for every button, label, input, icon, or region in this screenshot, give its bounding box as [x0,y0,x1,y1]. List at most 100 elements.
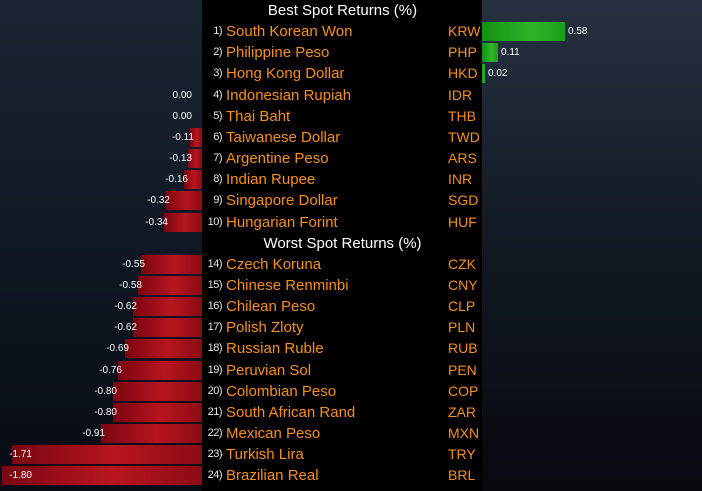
currency-code: RUB [448,340,478,356]
rank-label: 3) [213,67,222,79]
currency-row: 18) Russian Ruble RUB -0.69 [0,338,702,359]
currency-row: 17) Polish Zloty PLN -0.62 [0,317,702,338]
currency-code: CLP [448,298,476,314]
rank-label: 10) [207,216,223,228]
currency-name: Chinese Renminbi [226,277,349,294]
bar [190,128,202,147]
rank-label: 14) [207,258,223,270]
currency-name: Indonesian Rupiah [226,87,352,104]
rank-label: 15) [207,279,223,291]
value-label: 0.00 [172,111,192,122]
currency-code: COP [448,383,479,399]
bar [113,382,202,401]
rank-label: 1) [213,25,222,37]
rank-label: 4) [213,89,222,101]
bar [188,149,202,168]
rank-label: 19) [207,364,223,376]
currency-row: 9) Singapore Dollar SGD -0.32 [0,190,702,211]
currency-row: 4) Indonesian Rupiah IDR 0.00 [0,85,702,106]
value-label: -1.71 [9,449,32,460]
rank-label: 17) [207,321,223,333]
bar [141,255,202,274]
currency-name: Indian Rupee [226,171,316,188]
value-label: -0.32 [147,195,170,206]
currency-row: 15) Chinese Renminbi CNY -0.58 [0,275,702,296]
rank-label: 5) [213,110,222,122]
bar [184,170,202,189]
group-title: Worst Spot Returns (%) [263,235,422,252]
currency-name: Peruvian Sol [226,362,312,379]
currency-code: TWD [448,129,480,145]
currency-code: PHP [448,44,477,60]
currency-name: Turkish Lira [226,446,304,463]
bar [138,276,202,295]
currency-row: 23) Turkish Lira TRY -1.71 [0,444,702,465]
currency-row: 7) Argentine Peso ARS -0.13 [0,148,702,169]
currency-name: Singapore Dollar [226,192,338,209]
value-label: -0.91 [82,428,105,439]
currency-code: HKD [448,65,478,81]
bar [482,64,485,83]
value-label: -0.80 [94,407,117,418]
currency-name: South African Rand [226,404,356,421]
currency-name: Czech Koruna [226,256,322,273]
currency-row: 5) Thai Baht THB 0.00 [0,106,702,127]
currency-row: 19) Peruvian Sol PEN -0.76 [0,360,702,381]
rank-label: 7) [213,152,222,164]
currency-name: Brazilian Real [226,467,319,484]
currency-name: Polish Zloty [226,319,304,336]
value-label: -0.16 [165,174,188,185]
value-label: -0.80 [94,386,117,397]
currency-code: HUF [448,214,477,230]
currency-row: 14) Czech Koruna CZK -0.55 [0,254,702,275]
rank-label: 18) [207,342,223,354]
value-label: -0.13 [169,153,192,164]
value-label: 0.58 [568,26,588,37]
value-label: -0.76 [99,365,122,376]
bar [12,445,202,464]
currency-row: 6) Taiwanese Dollar TWD -0.11 [0,127,702,148]
bar [113,403,202,422]
currency-name: Hungarian Forint [226,214,338,231]
currency-name: Russian Ruble [226,340,324,357]
value-label: -1.80 [9,470,32,481]
bar [2,466,202,485]
currency-name: Mexican Peso [226,425,321,442]
currency-name: Philippine Peso [226,44,330,61]
group-title: Best Spot Returns (%) [267,2,418,19]
bar [133,297,202,316]
currency-code: ZAR [448,404,476,420]
bar [101,424,202,443]
rank-label: 22) [207,427,223,439]
currency-code: BRL [448,467,476,483]
rank-label: 16) [207,300,223,312]
bar [125,339,202,358]
currency-code: ARS [448,150,477,166]
bar [133,318,202,337]
value-label: 0.02 [488,68,508,79]
currency-row: 21) South African Rand ZAR -0.80 [0,402,702,423]
currency-name: Taiwanese Dollar [226,129,341,146]
currency-code: PLN [448,319,476,335]
currency-name: Hong Kong Dollar [226,65,345,82]
currency-name: Argentine Peso [226,150,329,167]
value-label: -0.34 [145,217,168,228]
rank-label: 24) [207,469,223,481]
rank-label: 8) [213,173,222,185]
currency-code: TRY [448,446,476,462]
bar [482,22,565,41]
currency-code: INR [448,171,473,187]
value-label: -0.55 [122,259,145,270]
currency-name: South Korean Won [226,23,353,40]
currency-row: 1) South Korean Won KRW 0.58 [0,21,702,42]
rank-label: 6) [213,131,222,143]
bar [482,43,498,62]
value-label: -0.62 [114,301,137,312]
rank-label: 2) [213,46,222,58]
currency-code: MXN [448,425,480,441]
bar [164,213,202,232]
rank-label: 23) [207,448,223,460]
currency-code: PEN [448,362,477,378]
currency-name: Colombian Peso [226,383,337,400]
